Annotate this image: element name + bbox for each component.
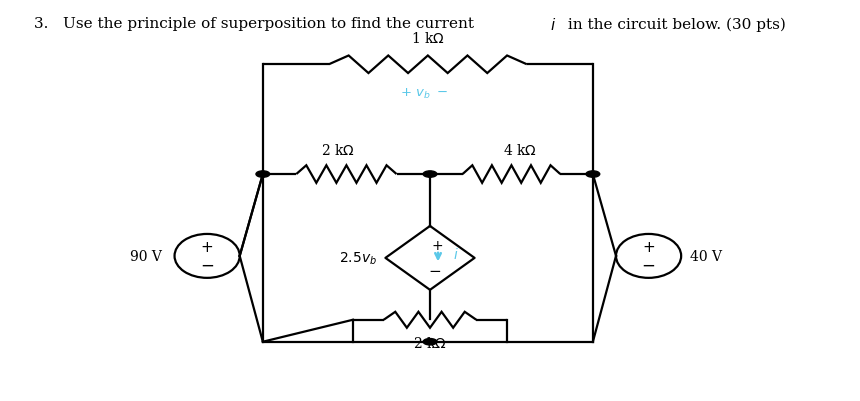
Text: −: − [428, 263, 440, 278]
Text: −: − [200, 257, 214, 274]
Text: $i$: $i$ [453, 247, 459, 262]
Circle shape [423, 339, 437, 345]
Text: 90 V: 90 V [130, 249, 162, 263]
Text: $+\ \mathit{v}_b\ -$: $+\ \mathit{v}_b\ -$ [400, 87, 447, 101]
Text: $i$: $i$ [550, 17, 556, 33]
Text: 4 k$\Omega$: 4 k$\Omega$ [503, 143, 537, 158]
Circle shape [423, 172, 437, 178]
Text: 40 V: 40 V [690, 249, 722, 263]
Text: +: + [642, 239, 655, 255]
Text: −: − [642, 257, 655, 274]
Circle shape [256, 172, 270, 178]
Text: $2.5v_b$: $2.5v_b$ [339, 250, 377, 266]
Circle shape [586, 172, 599, 178]
Text: 2 k$\Omega$: 2 k$\Omega$ [321, 143, 354, 158]
Text: 1 k$\Omega$: 1 k$\Omega$ [411, 31, 445, 46]
Text: 2 k$\Omega$: 2 k$\Omega$ [413, 335, 447, 350]
Text: +: + [200, 239, 213, 255]
Text: +: + [431, 239, 443, 253]
Text: 3.   Use the principle of superposition to find the current: 3. Use the principle of superposition to… [34, 17, 479, 31]
Text: in the circuit below. (30 pts): in the circuit below. (30 pts) [562, 17, 786, 32]
